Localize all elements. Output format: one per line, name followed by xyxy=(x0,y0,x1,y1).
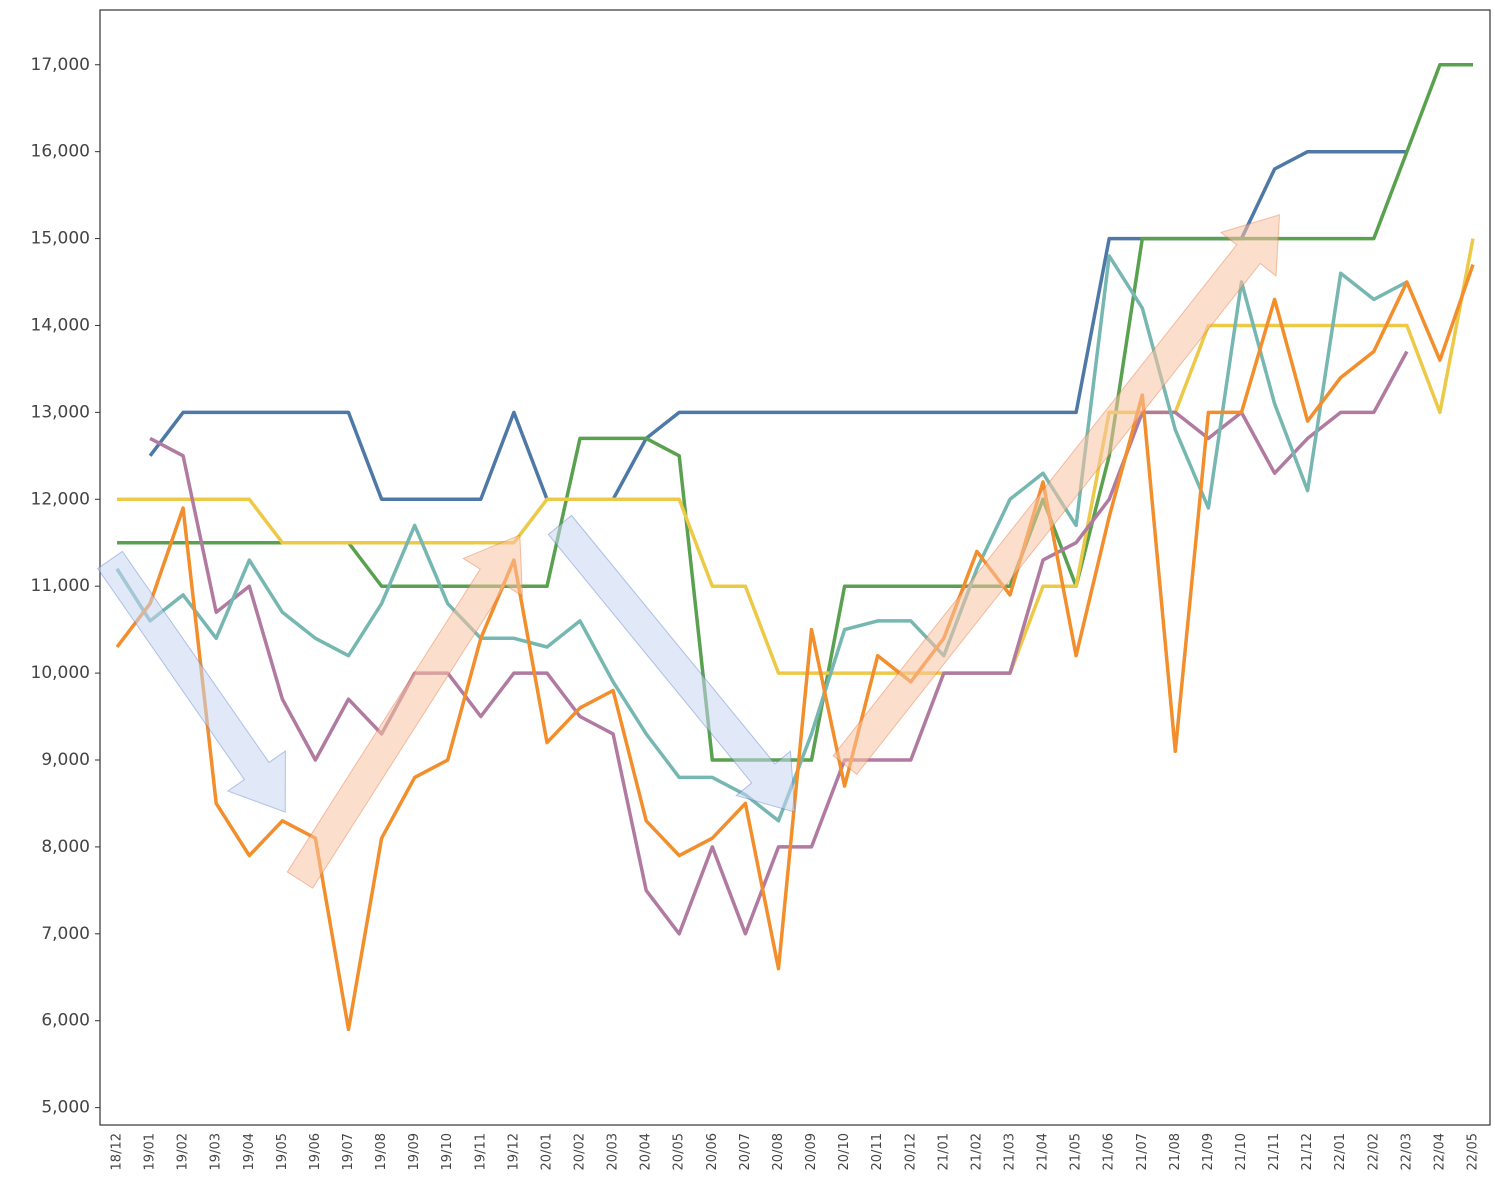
x-tick-label: 20/05 xyxy=(672,1133,687,1170)
annotations xyxy=(96,214,1281,889)
y-tick-label: 6,000 xyxy=(41,1011,90,1031)
x-tick-label: 19/01 xyxy=(143,1133,158,1170)
x-tick-label: 19/02 xyxy=(176,1133,191,1170)
x-tick-label: 20/04 xyxy=(639,1133,654,1170)
x-tick-label: 21/11 xyxy=(1267,1133,1282,1170)
x-tick-label: 19/05 xyxy=(275,1133,290,1170)
x-tick-label: 20/02 xyxy=(573,1133,588,1170)
x-tick-label: 20/09 xyxy=(804,1133,819,1170)
x-tick-label: 20/10 xyxy=(837,1133,852,1170)
x-tick-label: 20/06 xyxy=(705,1133,720,1170)
x-tick-label: 20/08 xyxy=(771,1133,786,1170)
x-tick-label: 19/03 xyxy=(209,1133,224,1170)
x-tick-label: 21/07 xyxy=(1135,1133,1150,1170)
y-tick-label: 10,000 xyxy=(31,663,90,683)
x-tick-label: 19/07 xyxy=(341,1133,356,1170)
x-tick-label: 18/12 xyxy=(110,1133,125,1170)
y-tick-label: 8,000 xyxy=(41,837,90,857)
x-tick-label: 21/08 xyxy=(1168,1133,1183,1170)
series-layer xyxy=(115,63,1475,1032)
y-tick-label: 15,000 xyxy=(31,229,90,249)
x-tick-label: 22/01 xyxy=(1333,1133,1348,1170)
x-tick-label: 20/12 xyxy=(903,1133,918,1170)
series-line xyxy=(115,264,1475,1032)
y-tick-label: 16,000 xyxy=(31,142,90,162)
x-tick-label: 20/07 xyxy=(738,1133,753,1170)
y-tick-label: 17,000 xyxy=(31,55,90,75)
down-arrow xyxy=(547,514,796,813)
y-tick-label: 12,000 xyxy=(31,489,90,509)
x-tick-label: 21/10 xyxy=(1234,1133,1249,1170)
up-arrow xyxy=(286,534,523,889)
x-tick-label: 21/04 xyxy=(1036,1133,1051,1170)
y-tick-label: 11,000 xyxy=(31,576,90,596)
x-tick-label: 22/04 xyxy=(1432,1133,1447,1170)
y-tick-label: 7,000 xyxy=(41,924,90,944)
series-line xyxy=(117,238,1475,675)
x-tick-label: 19/06 xyxy=(308,1133,323,1170)
x-tick-label: 21/05 xyxy=(1069,1133,1084,1170)
x-tick-label: 19/08 xyxy=(374,1133,389,1170)
series-line xyxy=(115,254,1408,823)
x-tick-label: 19/10 xyxy=(440,1133,455,1170)
x-tick-label: 20/03 xyxy=(606,1133,621,1170)
x-tick-label: 21/06 xyxy=(1102,1133,1117,1170)
y-tick-label: 5,000 xyxy=(41,1098,90,1118)
up-arrow xyxy=(832,214,1281,775)
series-line xyxy=(149,350,1409,936)
x-tick-label: 21/03 xyxy=(1002,1133,1017,1170)
x-tick-label: 21/12 xyxy=(1300,1133,1315,1170)
x-tick-label: 21/01 xyxy=(936,1133,951,1170)
x-tick-label: 19/04 xyxy=(242,1133,257,1170)
x-tick-label: 22/02 xyxy=(1366,1133,1381,1170)
x-tick-label: 22/05 xyxy=(1466,1133,1481,1170)
x-tick-label: 19/09 xyxy=(407,1133,422,1170)
x-tick-label: 22/03 xyxy=(1399,1133,1414,1170)
x-tick-label: 19/12 xyxy=(506,1133,521,1170)
y-tick-label: 14,000 xyxy=(31,315,90,335)
x-tick-label: 21/02 xyxy=(969,1133,984,1170)
x-tick-label: 20/11 xyxy=(870,1133,885,1170)
x-tick-label: 19/11 xyxy=(473,1133,488,1170)
x-tick-label: 21/09 xyxy=(1201,1133,1216,1170)
x-tick-label: 20/01 xyxy=(539,1133,554,1170)
plot-frame xyxy=(99,9,1491,1126)
y-tick-label: 13,000 xyxy=(31,402,90,422)
down-arrow xyxy=(96,550,286,813)
y-tick-label: 9,000 xyxy=(41,750,90,770)
